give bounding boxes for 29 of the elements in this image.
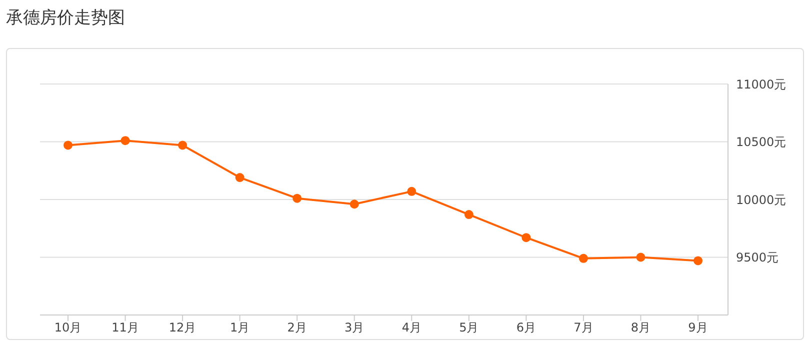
x-tick-label: 7月 [574, 320, 594, 335]
x-tick-label: 2月 [287, 320, 307, 335]
x-tick-label: 6月 [516, 320, 536, 335]
point [64, 140, 72, 150]
y-tick-label: 10500元 [736, 135, 786, 150]
point [120, 136, 130, 146]
point [464, 210, 474, 220]
y-tick-label: 10000元 [736, 192, 786, 207]
point [522, 233, 531, 242]
x-tick-label: 12月 [168, 320, 196, 335]
point [694, 256, 702, 266]
x-tick-label: 10月 [54, 320, 82, 335]
x-tick-label: 3月 [344, 320, 364, 335]
chart-title: 承德房价走势图 [6, 7, 125, 29]
y-tick-label: 9500元 [736, 250, 779, 265]
x-tick-label: 11月 [112, 320, 139, 335]
point [578, 254, 588, 263]
point [636, 252, 646, 262]
x-tick-label: 4月 [402, 320, 422, 335]
x-tick-label: 8月 [630, 320, 651, 335]
x-tick-label: 9月 [688, 320, 708, 335]
x-tick-label: 1月 [230, 320, 250, 335]
y-tick-label: 11000元 [736, 77, 786, 92]
point [350, 200, 359, 209]
point [235, 173, 244, 182]
point [292, 194, 302, 203]
point [407, 186, 416, 196]
point [178, 140, 188, 150]
x-tick-label: 5月 [459, 320, 479, 335]
